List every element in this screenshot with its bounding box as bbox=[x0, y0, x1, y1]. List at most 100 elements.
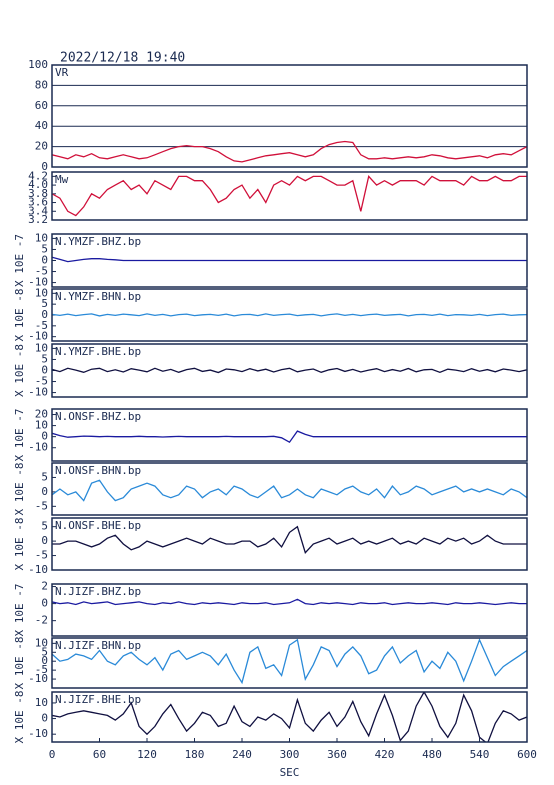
x-tick-label: 600 bbox=[517, 748, 537, 761]
panel-title: VR bbox=[55, 66, 69, 79]
y-tick-label: 80 bbox=[35, 78, 48, 91]
x-tick-label: 180 bbox=[185, 748, 205, 761]
y-axis-label: X 10E -7 bbox=[13, 584, 26, 637]
y-tick-label: 4.0 bbox=[28, 178, 48, 191]
waveform-line bbox=[52, 367, 527, 374]
y-tick-label: 4.2 bbox=[28, 169, 48, 182]
x-tick-label: 420 bbox=[375, 748, 395, 761]
panel-frame bbox=[51, 583, 528, 637]
waveform-line bbox=[52, 692, 527, 742]
y-axis-label: X 10E -8 bbox=[13, 691, 26, 744]
y-tick-label: -5 bbox=[35, 663, 48, 676]
waveform-line bbox=[52, 313, 527, 317]
y-tick-label: 10 bbox=[35, 341, 48, 354]
waveform-line bbox=[52, 175, 527, 217]
y-tick-label: 0 bbox=[41, 654, 48, 667]
y-tick-label: 20 bbox=[35, 408, 48, 421]
y-tick-label: 3.4 bbox=[28, 204, 48, 217]
panel-frame bbox=[51, 637, 528, 689]
x-tick-label: 480 bbox=[422, 748, 442, 761]
y-tick-label: -10 bbox=[28, 386, 48, 399]
x-tick-label: 360 bbox=[327, 748, 347, 761]
y-tick-label: 0 bbox=[41, 597, 48, 610]
y-tick-label: 60 bbox=[35, 99, 48, 112]
y-tick-label: 10 bbox=[35, 231, 48, 244]
y-tick-label: -10 bbox=[28, 441, 48, 454]
y-tick-label: 0 bbox=[41, 160, 48, 173]
x-tick-label: 300 bbox=[280, 748, 300, 761]
y-tick-label: -10 bbox=[28, 330, 48, 343]
y-axis-label: X 10E -8 bbox=[13, 637, 26, 690]
y-tick-label: 100 bbox=[28, 58, 48, 71]
waveform-line bbox=[52, 140, 527, 163]
y-axis-label: X 10E -8 bbox=[13, 518, 26, 571]
x-tick-label: 240 bbox=[232, 748, 252, 761]
y-tick-label: 10 bbox=[35, 636, 48, 649]
y-tick-label: -10 bbox=[28, 563, 48, 576]
y-tick-label: 2 bbox=[41, 580, 48, 593]
panel-frame bbox=[51, 288, 528, 342]
y-tick-label: -5 bbox=[35, 319, 48, 332]
y-tick-label: 5 bbox=[41, 242, 48, 255]
panel-frame bbox=[51, 343, 528, 398]
waveform-line bbox=[52, 598, 527, 606]
x-tick-label: 120 bbox=[137, 748, 157, 761]
y-tick-label: 0 bbox=[41, 364, 48, 377]
y-tick-label: 10 bbox=[35, 419, 48, 432]
y-tick-label: 5 bbox=[41, 645, 48, 658]
y-tick-label: -10 bbox=[28, 672, 48, 685]
figure-title: 2022/12/18 19:40 bbox=[60, 51, 185, 66]
y-tick-label: 5 bbox=[41, 470, 48, 483]
y-tick-label: 20 bbox=[35, 140, 48, 153]
panel-title: N.YMZF.BHZ.bp bbox=[55, 235, 141, 248]
y-tick-label: 5 bbox=[41, 352, 48, 365]
panel-title: N.YMZF.BHN.bp bbox=[55, 290, 141, 303]
x-tick-label: 0 bbox=[49, 748, 56, 761]
y-axis-label: X 10E -7 bbox=[13, 234, 26, 287]
panel-title: N.JIZF.BHZ.bp bbox=[55, 585, 141, 598]
x-axis-label: SEC bbox=[280, 766, 300, 779]
y-tick-label: 0 bbox=[41, 485, 48, 498]
y-tick-label: 5 bbox=[41, 297, 48, 310]
y-axis-label: X 10E -7 bbox=[13, 409, 26, 462]
y-tick-label: -5 bbox=[35, 375, 48, 388]
panel-title: Mw bbox=[55, 173, 69, 186]
y-tick-label: 10 bbox=[35, 696, 48, 709]
y-tick-label: 40 bbox=[35, 119, 48, 132]
y-tick-label: 5 bbox=[41, 520, 48, 533]
panel-title: N.YMZF.BHE.bp bbox=[55, 345, 141, 358]
y-tick-label: -5 bbox=[35, 549, 48, 562]
waveform-line bbox=[52, 525, 527, 554]
y-tick-label: 3.6 bbox=[28, 196, 48, 209]
y-tick-label: -10 bbox=[28, 727, 48, 740]
panel-frame bbox=[51, 171, 528, 221]
panel-frame bbox=[51, 64, 528, 168]
panel-title: N.JIZF.BHE.bp bbox=[55, 693, 141, 706]
y-tick-label: 3.8 bbox=[28, 187, 48, 200]
panel-title: N.ONSF.BHZ.bp bbox=[55, 410, 141, 423]
waveform-line bbox=[52, 638, 527, 685]
waveform-line bbox=[52, 256, 527, 263]
panel-frame bbox=[51, 517, 528, 571]
y-tick-label: 0 bbox=[41, 308, 48, 321]
y-tick-label: -10 bbox=[28, 276, 48, 289]
x-tick-label: 60 bbox=[93, 748, 106, 761]
x-tick-label: 540 bbox=[470, 748, 490, 761]
panel-frame bbox=[51, 408, 528, 462]
y-axis-label: X 10E -8 bbox=[13, 289, 26, 342]
y-tick-label: 0 bbox=[41, 430, 48, 443]
y-tick-label: -5 bbox=[35, 499, 48, 512]
y-tick-label: 10 bbox=[35, 286, 48, 299]
panel-title: N.ONSF.BHE.bp bbox=[55, 519, 141, 532]
panel-title: N.JIZF.BHN.bp bbox=[55, 639, 141, 652]
y-tick-label: 0 bbox=[41, 534, 48, 547]
y-tick-label: 0 bbox=[41, 712, 48, 725]
y-tick-label: 0 bbox=[41, 254, 48, 267]
y-tick-label: -5 bbox=[35, 265, 48, 278]
y-axis-label: X 10E -8 bbox=[13, 463, 26, 516]
panel-frame bbox=[51, 462, 528, 516]
panel-frame bbox=[51, 233, 528, 288]
panel-title: N.ONSF.BHN.bp bbox=[55, 464, 141, 477]
waveform-line bbox=[52, 479, 527, 502]
